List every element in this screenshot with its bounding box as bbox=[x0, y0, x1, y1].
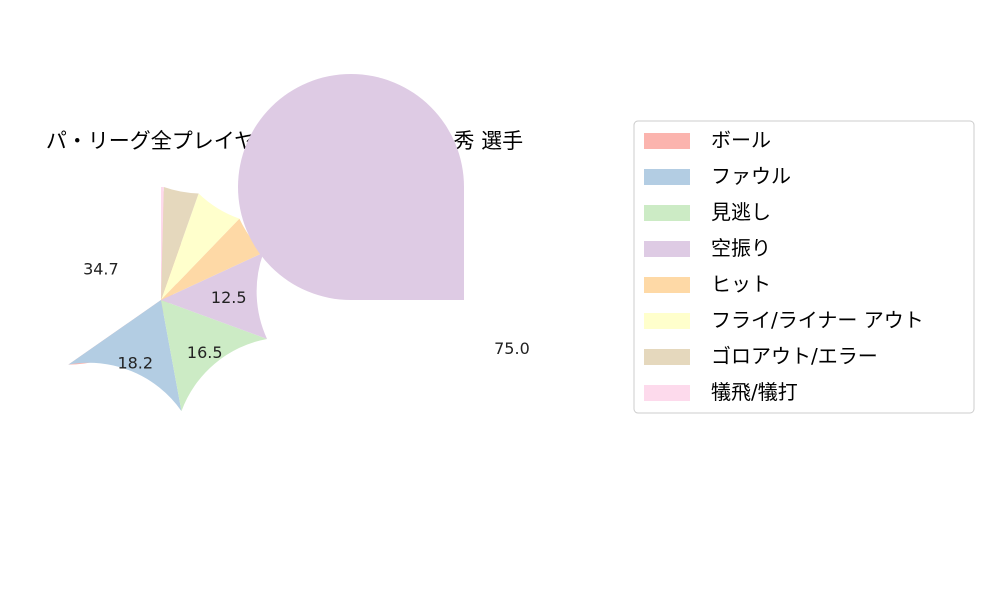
legend-swatch-1 bbox=[644, 169, 690, 185]
pie-slice-0-7 bbox=[161, 187, 164, 300]
legend-swatch-2 bbox=[644, 205, 690, 221]
legend-swatch-6 bbox=[644, 349, 690, 365]
legend-label-1: ファウル bbox=[711, 164, 791, 188]
legend-label-5: フライ/ライナー アウト bbox=[711, 308, 924, 332]
legend-swatch-0 bbox=[644, 133, 690, 149]
legend-label-4: ヒット bbox=[711, 272, 771, 296]
pie-slice-0-6 bbox=[161, 187, 199, 300]
pie-data-label-0-1: 18.2 bbox=[117, 354, 153, 373]
pie-slice-0-2 bbox=[161, 300, 268, 412]
pie-slice-1-3 bbox=[238, 74, 464, 300]
legend-swatch-4 bbox=[644, 277, 690, 293]
legend-swatch-7 bbox=[644, 385, 690, 401]
chart-title-league: パ・リーグ全プレイヤー bbox=[46, 129, 276, 153]
legend-swatch-5 bbox=[644, 313, 690, 329]
pie-league: 34.7 18.2 16.5 12.5 bbox=[68, 187, 268, 412]
pie-slice-0-1 bbox=[68, 300, 182, 412]
legend-label-6: ゴロアウト/エラー bbox=[711, 344, 878, 368]
legend-frame bbox=[633, 120, 975, 414]
pie-slice-0-5 bbox=[161, 193, 240, 300]
legend-label-3: 空振り bbox=[711, 236, 771, 260]
pie-data-label-0-2: 16.5 bbox=[187, 343, 223, 362]
pie-player: 25.075.0 bbox=[238, 74, 530, 358]
legend-label-0: ボール bbox=[711, 128, 771, 152]
pie-data-label-0-0: 34.7 bbox=[83, 260, 119, 279]
pie-data-label-1-3: 75.0 bbox=[494, 339, 530, 358]
legend-swatch-3 bbox=[644, 241, 690, 257]
pie-data-label-0-3: 12.5 bbox=[211, 288, 247, 307]
pie-slice-0-3 bbox=[161, 252, 268, 339]
legend-label-2: 見逃し bbox=[711, 200, 771, 224]
pie-slice-0-4 bbox=[161, 218, 264, 300]
legend-label-7: 犠飛/犠打 bbox=[711, 380, 798, 404]
